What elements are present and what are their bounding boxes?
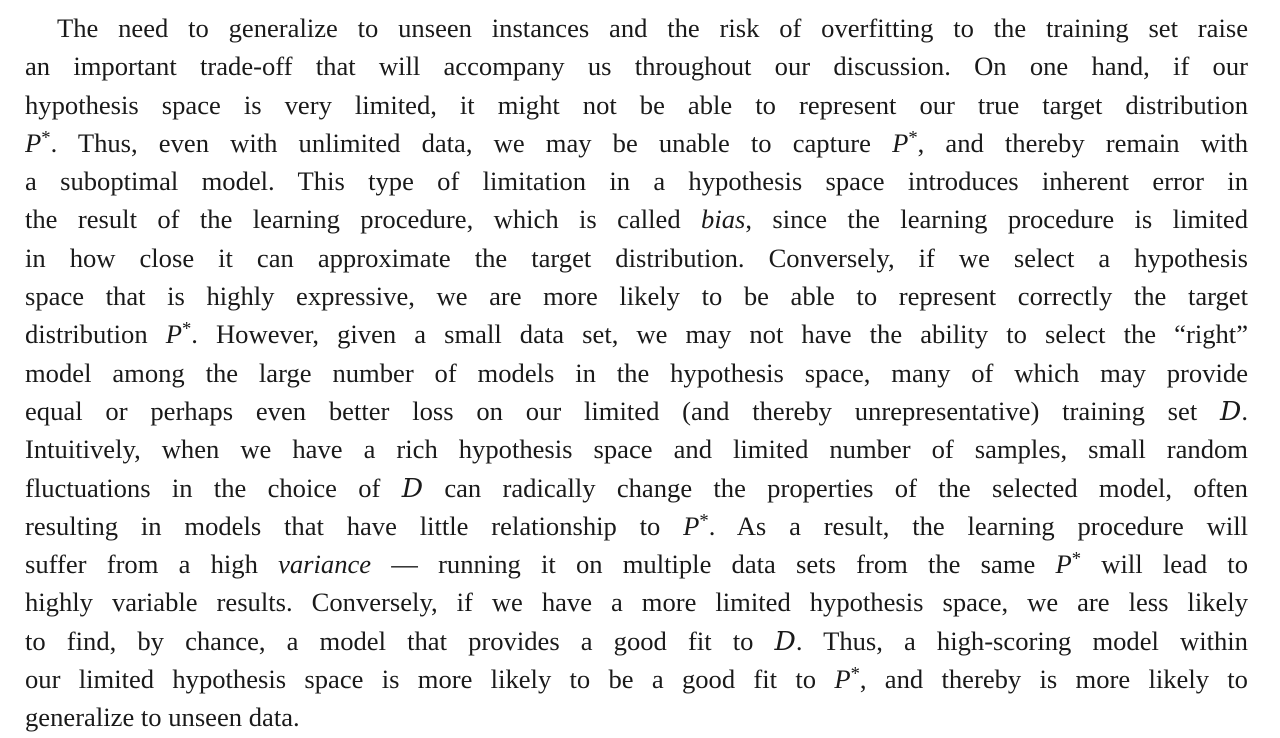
text-run: equal or perhaps even better loss on our… [25,395,1221,426]
text-line: space that is highly expressive, we are … [25,277,1248,315]
text-run: . [1241,395,1248,426]
italic-text: bias [701,204,746,235]
text-run: an important trade-off that will accompa… [25,51,1248,82]
text-line: generalize to unseen data. [25,698,1248,736]
sup-text: * [908,127,918,149]
text-run: fluctuations in the choice of [25,472,402,503]
text-run: can radically change the properties of t… [423,472,1248,503]
text-line: fluctuations in the choice of D can radi… [25,469,1248,507]
italic-text: P [683,510,700,541]
text-line: an important trade-off that will accompa… [25,47,1248,85]
text-run: . However, given a small data set, we ma… [191,319,1248,350]
text-line: our limited hypothesis space is more lik… [25,660,1248,698]
text-run: . Thus, a high-scoring model within [795,625,1248,656]
cal-text: D [774,625,796,657]
text-line: resulting in models that have little rel… [25,507,1248,545]
sup-text: * [1071,548,1082,570]
text-line: hypothesis space is very limited, it mig… [25,86,1248,124]
text-run: , since the learning procedure is limite… [745,204,1248,235]
text-line: distribution P*. However, given a small … [25,315,1248,353]
text-line: P*. Thus, even with unlimited data, we m… [25,124,1248,162]
text-run: suffer from a high [25,549,279,580]
text-line: The need to generalize to unseen instanc… [25,9,1248,47]
text-run: to find, by chance, a model that provide… [25,625,775,656]
italic-text: variance [278,549,372,580]
italic-text: P [892,127,909,158]
text-line: model among the large number of models i… [25,354,1248,392]
sup-text: * [41,127,51,149]
text-run: — running it on multiple data sets from … [371,549,1056,580]
sup-text: * [181,319,192,340]
sup-text: * [699,510,709,532]
text-run: in how close it can approximate the targ… [25,242,1248,273]
text-run: distribution [25,319,166,350]
text-line: Intuitively, when we have a rich hypothe… [25,430,1248,468]
text-run: the result of the learning procedure, wh… [25,204,702,235]
text-run: , and thereby remain with [917,127,1248,158]
text-run: space that is highly expressive, we are … [25,281,1248,312]
text-run: generalize to unseen data. [25,702,300,733]
text-line: in how close it can approximate the targ… [25,239,1248,277]
sup-text: * [850,663,860,685]
italic-text: P [834,664,851,695]
italic-text: P [25,127,42,158]
text-run: model among the large number of models i… [25,357,1248,388]
text-run: will lead to [1081,549,1248,580]
text-line: equal or perhaps even better loss on our… [25,392,1248,430]
text-run: our limited hypothesis space is more lik… [25,664,835,695]
text-run: hypothesis space is very limited, it mig… [25,89,1248,120]
text-run: The need to generalize to unseen instanc… [57,13,1248,43]
text-line: the result of the learning procedure, wh… [25,200,1248,238]
italic-text: P [165,319,182,350]
text-run: , and thereby is more likely to [859,664,1248,695]
text-run: . As a result, the learning procedure wi… [708,510,1248,541]
text-run: a suboptimal model. This type of limitat… [25,166,1248,197]
cal-text: D [1220,395,1242,427]
cal-text: D [401,472,424,504]
text-run: . Thus, even with unlimited data, we may… [50,127,893,158]
text-line: suffer from a high variance — running it… [25,545,1248,583]
text-line: a suboptimal model. This type of limitat… [25,162,1248,200]
italic-text: P [1055,549,1072,580]
paragraph: The need to generalize to unseen instanc… [25,9,1248,737]
text-line: highly variable results. Conversely, if … [25,583,1248,621]
text-line: to find, by chance, a model that provide… [25,622,1248,660]
text-run: Intuitively, when we have a rich hypothe… [25,434,1248,465]
text-run: resulting in models that have little rel… [25,510,684,541]
text-run: highly variable results. Conversely, if … [25,587,1248,618]
